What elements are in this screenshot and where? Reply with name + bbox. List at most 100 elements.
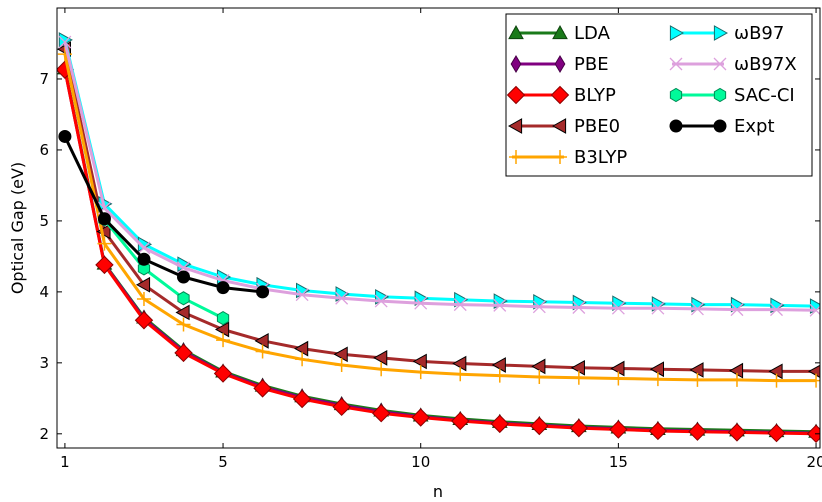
legend-marker [508, 24, 524, 40]
data-point-b3lyp [769, 373, 784, 388]
legend-marker [713, 25, 729, 41]
data-point-blyp [648, 421, 668, 441]
legend-marker [550, 85, 570, 105]
data-point-blyp [451, 411, 470, 431]
data-point-b3lyp [295, 352, 310, 367]
x-tick-label: 15 [609, 453, 628, 471]
legend-marker [553, 150, 567, 164]
data-point-expt [58, 129, 72, 143]
legend-label: PBE0 [574, 116, 620, 137]
data-point-b3lyp [532, 370, 547, 385]
data-point-b97x [177, 261, 190, 275]
legend-marker [506, 85, 526, 105]
data-point-b3lyp [136, 291, 151, 306]
x-tick-label: 10 [411, 453, 430, 471]
data-point-pbe0 [491, 357, 506, 373]
x-axis-label: n [433, 482, 443, 501]
data-point-b97x [374, 294, 388, 308]
data-point-expt [137, 252, 151, 266]
data-point-blyp [213, 364, 233, 383]
legend-item-blyp: BLYP [506, 85, 616, 106]
legend-item-lda: LDA [508, 23, 611, 44]
data-point-pbe0 [412, 353, 427, 370]
data-point-b97x [493, 298, 507, 312]
data-point-pbe0 [294, 340, 309, 357]
data-point-b97x [690, 302, 704, 316]
y-tick-label: 5 [39, 212, 49, 230]
data-point-b3lyp [334, 357, 349, 372]
data-point-pbe0 [531, 358, 546, 375]
data-point-expt [216, 281, 230, 295]
series-line-b97x [63, 41, 817, 312]
series-line-b97 [63, 39, 817, 308]
data-point-b3lyp [97, 236, 112, 251]
data-point-b97x [295, 288, 309, 302]
legend-item-b97x: ωB97X [669, 54, 797, 75]
legend: LDA PBE BLYP PBE0 B3LYP ωB97 ωB97X SAC-CI Expt [505, 13, 813, 177]
data-point-blyp [371, 404, 391, 423]
legend-label: ωB97 [734, 23, 784, 44]
data-point-b3lyp [650, 372, 665, 387]
legend-label: LDA [574, 23, 611, 44]
data-point-pbe0 [135, 276, 151, 293]
series-layer [57, 32, 820, 444]
data-point-pbe0 [333, 346, 348, 363]
data-point-b3lyp [453, 367, 468, 382]
data-point-blyp [688, 422, 707, 441]
series-expt [58, 129, 270, 299]
legend-marker [669, 119, 683, 133]
legend-label: SAC-CI [734, 85, 795, 106]
data-point-blyp [95, 255, 114, 275]
y-tick-label: 6 [39, 141, 49, 159]
data-point-pbe0 [452, 355, 467, 372]
legend-marker [507, 118, 523, 134]
data-point-blyp [174, 343, 193, 363]
legend-item-pbe: PBE [510, 54, 609, 75]
legend-item-b97: ωB97 [669, 23, 784, 44]
y-axis-label: Optical Gap (eV) [8, 162, 27, 294]
legend-marker [669, 87, 683, 103]
legend-marker [713, 87, 727, 103]
legend-label: ωB97X [734, 54, 797, 75]
data-point-b3lyp [492, 368, 507, 383]
data-point-blyp [490, 414, 509, 434]
x-tick-label: 5 [218, 453, 228, 471]
legend-item-pbe0: PBE0 [507, 116, 620, 137]
y-tick-label: 4 [39, 283, 49, 301]
data-point-blyp [253, 379, 272, 398]
series-blyp [57, 60, 820, 444]
x-tick-label: 20 [806, 453, 822, 471]
legend-label: Expt [734, 116, 775, 137]
legend-marker [510, 55, 522, 73]
data-point-b97x [137, 241, 151, 255]
data-point-b3lyp [690, 372, 705, 387]
data-point-b3lyp [809, 373, 820, 388]
y-tick-label: 2 [39, 425, 49, 443]
data-point-b97x [730, 303, 744, 317]
data-point-b3lyp [216, 333, 231, 348]
data-point-b3lyp [255, 344, 270, 359]
series-b97x [58, 35, 820, 317]
data-point-b97x [532, 300, 546, 314]
data-point-pbe0 [373, 350, 388, 366]
legend-item-expt: Expt [669, 116, 775, 137]
data-point-expt [256, 285, 270, 299]
data-point-b97x [335, 291, 349, 305]
legend-marker [552, 24, 568, 40]
data-point-blyp [727, 423, 747, 442]
legend-marker [669, 25, 685, 41]
legend-marker [669, 57, 683, 71]
data-point-sac-ci [177, 291, 190, 306]
data-point-pbe0 [254, 332, 269, 349]
data-point-b97x [611, 301, 625, 315]
data-point-b97x [414, 296, 428, 310]
data-point-blyp [411, 408, 430, 427]
data-point-blyp [292, 389, 312, 409]
data-point-expt [177, 270, 191, 284]
data-point-b3lyp [176, 317, 191, 332]
y-tick-label: 7 [39, 70, 49, 88]
legend-marker [554, 55, 566, 73]
legend-label: PBE [574, 54, 609, 75]
